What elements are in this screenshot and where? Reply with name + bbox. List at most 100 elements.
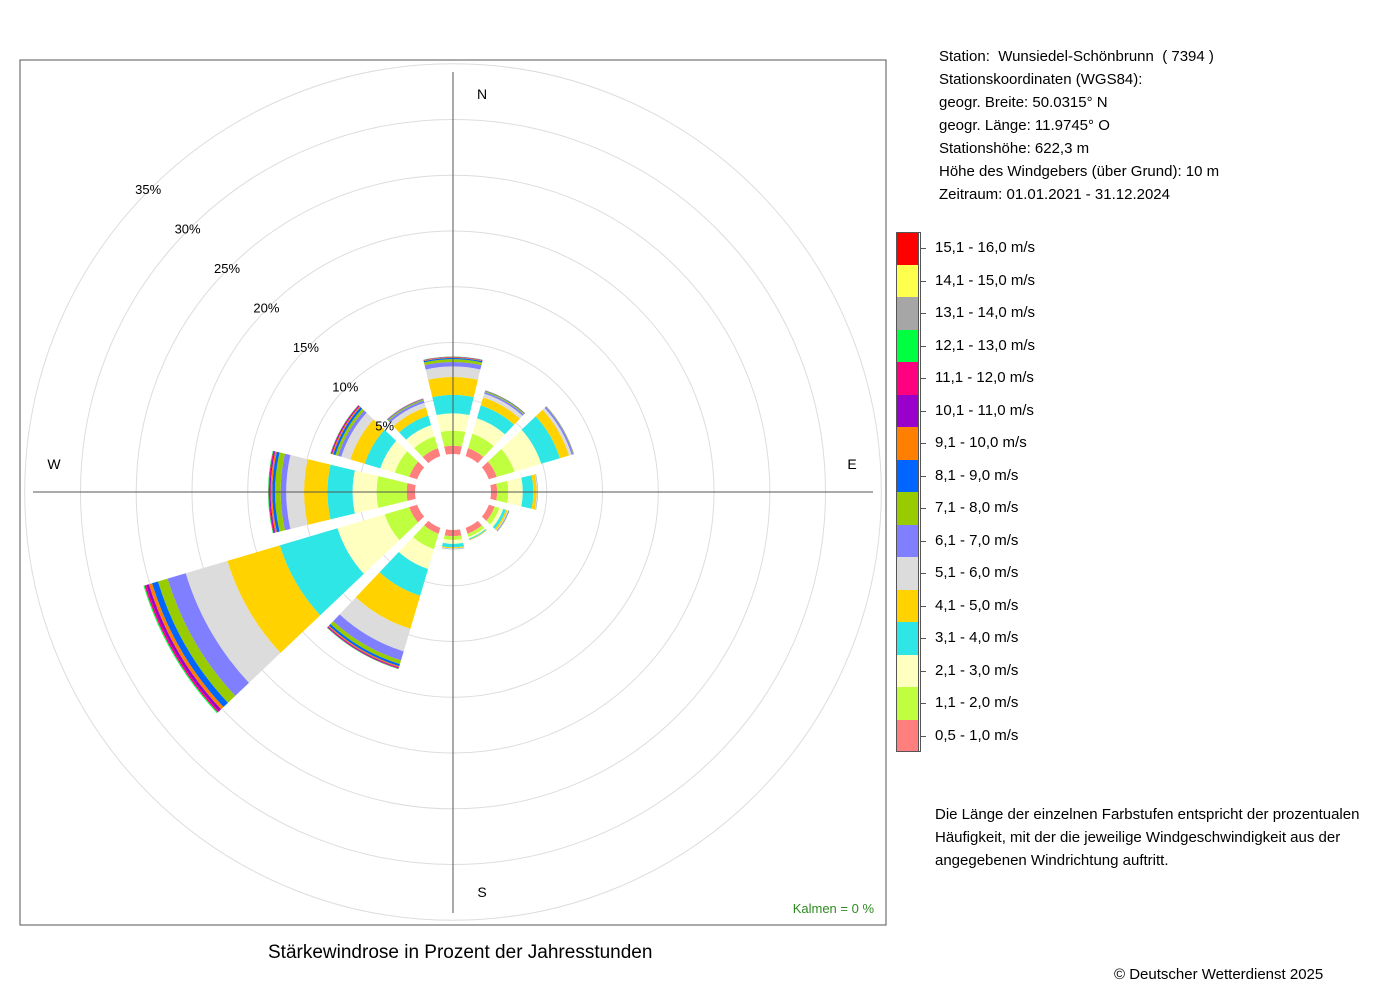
- legend-swatch: [896, 492, 919, 525]
- sector-210-class-8: [328, 624, 400, 667]
- legend-tick: [920, 378, 926, 379]
- sector-150-class-4: [469, 529, 487, 541]
- legend-tick: [920, 670, 926, 672]
- sector-330-class-6: [388, 400, 425, 423]
- sector-240-class-6: [167, 573, 249, 696]
- direction-label-s: S: [477, 884, 486, 900]
- sector-120-class-1: [486, 506, 500, 525]
- legend-label: 5,1 - 6,0 m/s: [935, 564, 1019, 581]
- sector-270-class-10: [269, 451, 276, 533]
- sector-60-class-1: [487, 448, 515, 477]
- legend-item: 3,1 - 4,0 m/s: [896, 622, 1096, 655]
- legend-tick: [920, 280, 926, 282]
- legend-item: 5,1 - 6,0 m/s: [896, 557, 1096, 590]
- radial-tick-label-30: 30%: [175, 222, 201, 237]
- sector-240-class-8: [152, 581, 228, 708]
- grid-circle-35: [24, 63, 882, 921]
- legend-swatch: [896, 427, 919, 460]
- legend-tick: [920, 475, 926, 477]
- sector-30-class-2: [472, 418, 505, 447]
- direction-label-n: N: [477, 86, 487, 102]
- legend-item: 1,1 - 2,0 m/s: [896, 687, 1096, 720]
- legend-item: 7,1 - 8,0 m/s: [896, 492, 1096, 525]
- legend-item: 14,1 - 15,0 m/s: [896, 264, 1096, 297]
- legend-label: 7,1 - 8,0 m/s: [935, 499, 1019, 516]
- sector-210-class-0: [424, 520, 441, 534]
- legend-item: 10,1 - 11,0 m/s: [896, 394, 1096, 427]
- sector-0-class-8: [423, 357, 483, 363]
- legend-label: 2,1 - 3,0 m/s: [935, 661, 1019, 679]
- sector-30-class-6: [484, 392, 524, 416]
- sector-300-class-1: [394, 451, 419, 477]
- legend-tick: [920, 703, 926, 704]
- calm-label: Kalmen = 0 %: [793, 901, 875, 916]
- sector-0-class-7: [423, 359, 483, 366]
- sector-90-class-6: [535, 474, 538, 510]
- sector-210-class-3: [379, 552, 429, 596]
- legend-swatch: [896, 297, 919, 330]
- sector-120: [481, 504, 510, 532]
- sector-300-class-3: [364, 429, 397, 469]
- sector-300-class-8: [333, 407, 363, 456]
- legend-swatch: [896, 524, 919, 557]
- legend-item: 9,1 - 10,0 m/s: [896, 427, 1096, 460]
- sector-120-class-2: [490, 507, 504, 528]
- sector-240-class-3: [279, 528, 364, 616]
- sector-300: [330, 404, 425, 480]
- legend-swatch: [896, 557, 919, 590]
- legend-label: 15,1 - 16,0 m/s: [935, 239, 1036, 256]
- legend-tick: [920, 443, 926, 444]
- sector-30-class-3: [476, 405, 515, 435]
- legend-tick: [920, 508, 926, 509]
- sector-300-class-2: [380, 440, 408, 473]
- sector-240-class-5: [185, 560, 281, 683]
- radial-tick-label-35: 35%: [135, 182, 161, 197]
- radial-tick-label-25: 25%: [214, 261, 240, 276]
- legend-label: 6,1 - 7,0 m/s: [935, 531, 1019, 549]
- legend-item: 11,1 - 12,0 m/s: [896, 362, 1096, 395]
- time-period: Zeitraum: 01.01.2021 - 31.12.2024: [939, 186, 1170, 203]
- legend-label: 3,1 - 4,0 m/s: [935, 629, 1019, 646]
- sector-270-class-11: [268, 450, 275, 534]
- sector-60: [481, 406, 575, 480]
- sector-150-class-1: [467, 525, 485, 537]
- chart-caption: Stärkewindrose in Prozent der Jahresstun…: [268, 942, 653, 963]
- sector-30-class-1: [468, 433, 494, 458]
- sector-150-class-2: [468, 527, 486, 539]
- legend-tick: [920, 605, 926, 607]
- sector-0-class-12: [423, 356, 483, 360]
- legend-label: 14,1 - 15,0 m/s: [935, 271, 1036, 289]
- sector-180-class-5: [441, 547, 465, 549]
- sector-270-class-9: [270, 451, 277, 533]
- legend-tick: [920, 573, 926, 574]
- sector-60-class-5: [542, 407, 572, 456]
- legend-swatch: [896, 329, 919, 362]
- station-longitude: geogr. Länge: 11.9745° O: [939, 117, 1110, 134]
- sector-120-class-3: [492, 508, 506, 529]
- legend-label: 12,1 - 13,0 m/s: [935, 336, 1036, 354]
- wind-rose-chart: 5% 10% 15% 20% 25% 30% 35% N E S W Kalmen = 0 …: [19, 59, 887, 926]
- compass-axes: [33, 72, 873, 913]
- sector-330-class-1: [414, 436, 438, 458]
- direction-label-w: W: [47, 456, 61, 472]
- sector-120-class-0: [481, 504, 495, 521]
- radial-tick-label-10: 10%: [332, 379, 358, 394]
- legend-tick: [920, 735, 926, 737]
- sector-300-class-7: [335, 408, 365, 456]
- sector-240-class-1: [384, 507, 419, 541]
- sector-150: [465, 520, 487, 541]
- legend-swatch: [896, 654, 919, 687]
- sector-180-class-6: [441, 547, 465, 550]
- sector-330-class-2: [406, 425, 435, 449]
- sector-270: [268, 450, 416, 534]
- sector-240-class-7: [157, 578, 236, 703]
- radial-tick-label-20: 20%: [253, 300, 279, 315]
- sector-0-class-10: [423, 356, 483, 361]
- legend-swatch: [896, 264, 919, 297]
- legend-tick: [920, 410, 926, 412]
- sector-270-class-12: [268, 450, 274, 534]
- legend-tick: [920, 248, 926, 249]
- direction-label-e: E: [847, 456, 856, 472]
- wind-sectors: [143, 356, 575, 714]
- legend-label: 8,1 - 9,0 m/s: [935, 466, 1019, 484]
